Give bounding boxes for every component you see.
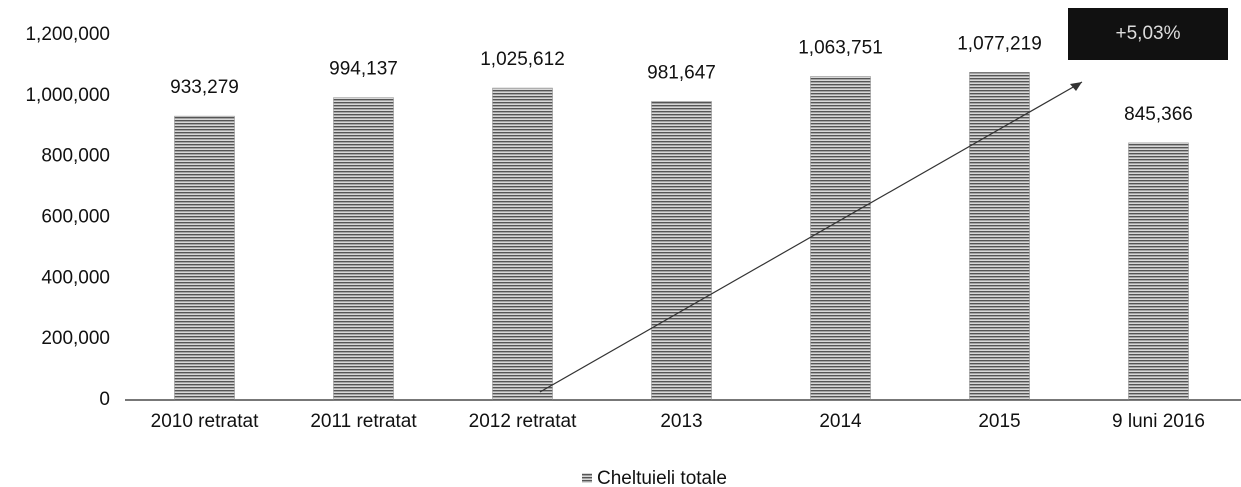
arrow-line (539, 81, 1083, 393)
arrow-head (1070, 82, 1082, 91)
data-label: 1,077,219 (957, 33, 1042, 54)
y-tick-label: 1,000,000 (25, 85, 110, 106)
data-label: 994,137 (329, 59, 398, 80)
y-tick-label: 1,200,000 (25, 24, 110, 45)
x-tick-label: 2011 retratat (310, 411, 417, 432)
x-tick-label: 9 luni 2016 (1112, 411, 1205, 432)
x-tick-label: 2012 retratat (469, 411, 577, 432)
x-tick-label: 2010 retratat (151, 411, 259, 432)
x-tick-label: 2014 (819, 411, 862, 432)
legend-label: Cheltuieli totale (597, 468, 727, 487)
y-tick-label: 600,000 (41, 207, 110, 228)
y-tick-label: 800,000 (41, 146, 110, 167)
y-tick-label: 200,000 (41, 328, 110, 349)
y-tick-label: 0 (99, 389, 110, 410)
data-label: 1,025,612 (480, 49, 565, 70)
legend-swatch (582, 473, 592, 483)
bar (810, 76, 871, 401)
data-label: 1,063,751 (798, 37, 883, 58)
bar (969, 72, 1030, 401)
data-label: 845,366 (1124, 104, 1193, 125)
data-label: 981,647 (647, 62, 716, 83)
bar (1128, 142, 1189, 401)
bar (492, 87, 553, 401)
bar (333, 97, 394, 401)
data-label: 933,279 (170, 77, 239, 98)
bar (651, 101, 712, 401)
x-tick-label: 2015 (978, 411, 1020, 432)
annotation: +5,03% (1116, 23, 1181, 44)
x-tick-label: 2013 (660, 411, 702, 432)
annotation-box (1068, 8, 1228, 60)
y-tick-label: 400,000 (41, 267, 110, 288)
bar (174, 115, 235, 401)
